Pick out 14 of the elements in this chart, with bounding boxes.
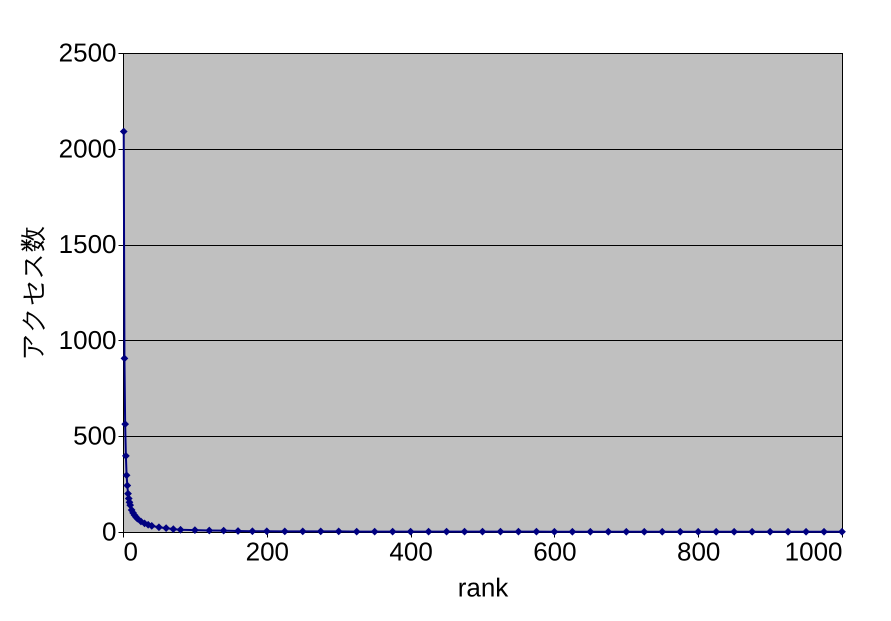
y-tick-label: 1000	[58, 324, 116, 355]
y-tick-label: 2000	[58, 133, 116, 164]
x-tick-label: 600	[533, 536, 577, 566]
x-tick-label: 0	[124, 536, 138, 566]
x-axis-title: rank	[458, 572, 510, 602]
x-tick-label: 200	[246, 536, 289, 566]
x-tick-label: 1000	[784, 536, 842, 566]
y-tick-label: 1500	[58, 229, 116, 260]
y-tick-label: 500	[73, 420, 116, 451]
y-tick-label: 0	[102, 516, 116, 546]
y-axis-title: アクセス数	[18, 226, 49, 360]
x-tick-label: 400	[389, 536, 433, 566]
x-tick-label: 800	[677, 536, 720, 566]
y-tick-label: 2500	[58, 38, 116, 68]
